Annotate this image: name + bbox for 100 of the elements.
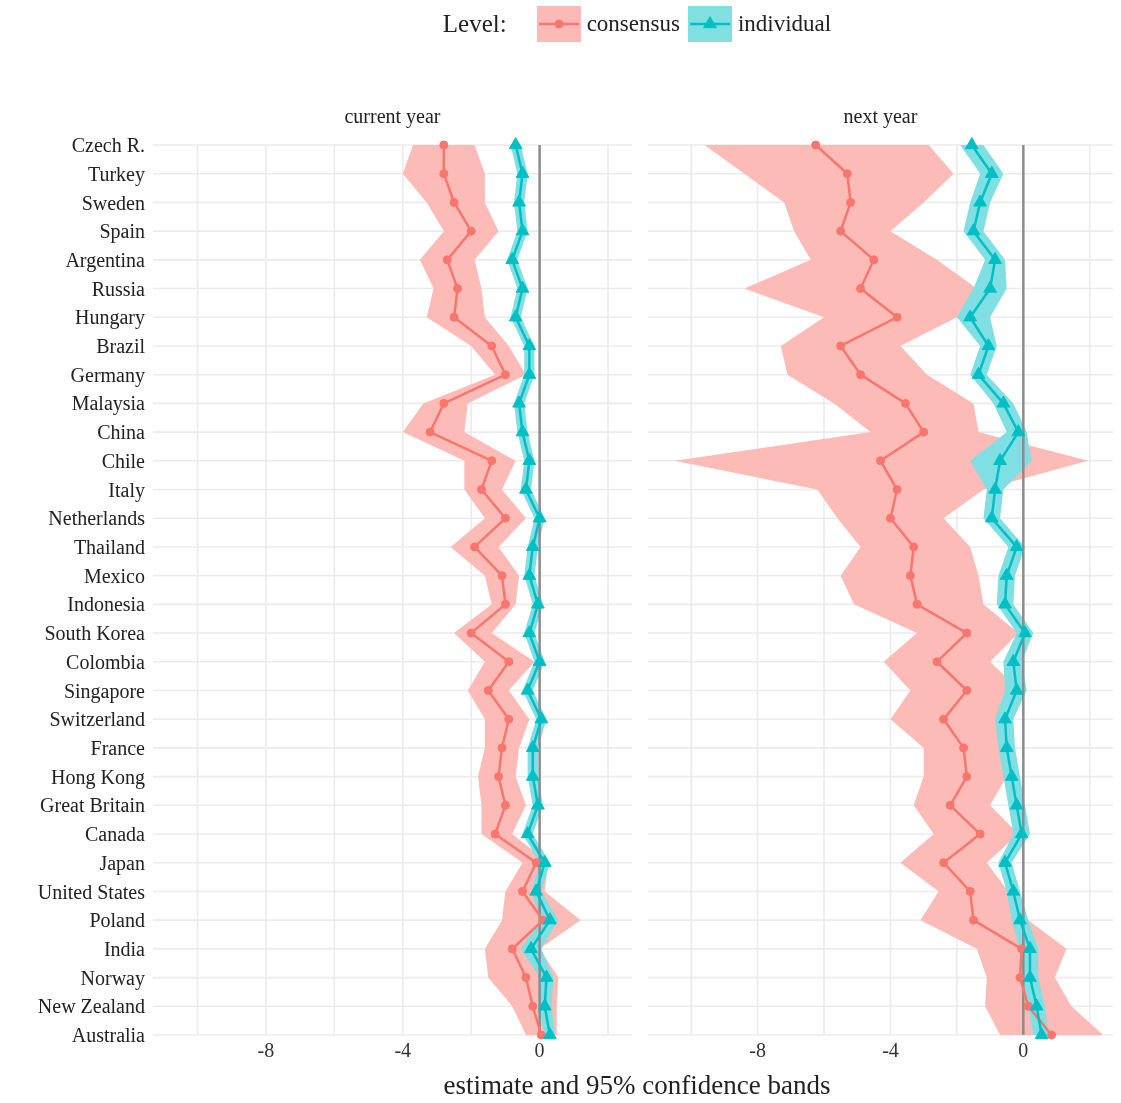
point	[449, 312, 459, 322]
point	[520, 826, 535, 839]
point	[425, 427, 435, 437]
point	[996, 395, 1011, 408]
point	[836, 341, 846, 351]
point	[466, 628, 476, 638]
point	[962, 685, 972, 695]
point	[531, 858, 541, 868]
point	[531, 596, 545, 609]
point	[983, 280, 997, 293]
x-tick-label: 0	[1018, 1039, 1029, 1062]
point	[522, 338, 537, 351]
x-axis-title: estimate and 95% confidence bands	[442, 1070, 832, 1101]
point	[981, 338, 996, 351]
point	[962, 772, 972, 782]
point	[529, 883, 544, 896]
point	[518, 886, 528, 896]
point	[912, 599, 922, 609]
point	[1017, 944, 1027, 954]
point	[971, 366, 986, 379]
point	[1014, 826, 1029, 839]
point	[508, 309, 523, 322]
point	[520, 682, 535, 695]
y-tick-label: Thailand	[73, 536, 145, 559]
point	[539, 969, 554, 982]
y-tick-label: Argentina	[65, 248, 146, 272]
point	[945, 800, 955, 810]
point	[892, 312, 902, 322]
legend-title: Level:	[442, 10, 507, 38]
point	[984, 165, 999, 178]
y-tick-label: Chile	[101, 449, 146, 472]
point	[522, 366, 537, 379]
point	[999, 567, 1014, 580]
point	[525, 740, 540, 753]
point	[900, 398, 910, 408]
point	[521, 973, 531, 983]
point	[500, 599, 510, 609]
point	[508, 137, 523, 150]
y-tick-label: Canada	[85, 823, 146, 846]
point	[885, 513, 895, 523]
point	[909, 542, 919, 552]
point	[439, 140, 449, 150]
y-tick-label: Switzerland	[49, 708, 145, 731]
y-tick-label: Colombia	[66, 650, 146, 673]
x-tick-label: -4	[882, 1039, 899, 1062]
point	[487, 341, 497, 351]
point	[519, 481, 533, 494]
point	[1047, 1030, 1057, 1040]
point	[1004, 768, 1019, 781]
y-tick-label: Hong Kong	[51, 765, 145, 789]
point	[497, 743, 507, 753]
point	[483, 685, 493, 695]
point	[515, 223, 530, 236]
point	[999, 740, 1014, 753]
y-tick-label: Germany	[70, 363, 145, 387]
point	[998, 596, 1012, 609]
point	[466, 226, 476, 236]
point	[892, 485, 902, 495]
point	[973, 194, 987, 207]
point	[524, 941, 538, 954]
point	[512, 194, 526, 207]
point	[512, 395, 526, 408]
point	[998, 711, 1012, 724]
y-tick-label: Japan	[99, 851, 145, 875]
point	[959, 743, 969, 753]
point	[442, 255, 452, 265]
point	[975, 829, 985, 839]
point	[869, 255, 879, 265]
point	[534, 711, 549, 724]
point	[993, 452, 1007, 465]
point	[515, 280, 530, 293]
y-tick-label: Turkey	[87, 162, 145, 186]
y-tick-label: South Korea	[44, 622, 146, 645]
x-tick-label: -4	[394, 1039, 412, 1062]
point	[1023, 1001, 1033, 1011]
point	[998, 854, 1012, 867]
point	[1029, 998, 1044, 1011]
point	[939, 714, 949, 724]
x-tick-label: 0	[534, 1039, 545, 1062]
point	[494, 772, 504, 782]
y-tick-label: India	[103, 937, 146, 960]
y-tick-label: Norway	[80, 966, 145, 990]
point	[1009, 797, 1024, 810]
point	[500, 370, 510, 380]
y-tick-label: Italy	[108, 478, 145, 502]
point	[490, 829, 500, 839]
point	[1006, 883, 1021, 896]
point	[856, 284, 866, 294]
point	[932, 657, 942, 667]
point	[876, 456, 885, 466]
y-tick-label: Singapore	[63, 679, 146, 703]
point	[515, 165, 530, 178]
point	[856, 370, 866, 380]
point	[939, 858, 949, 868]
point	[1009, 539, 1024, 552]
y-tick-label: Czech R.	[71, 134, 145, 157]
point	[470, 542, 480, 552]
point	[966, 223, 981, 236]
point	[1011, 424, 1026, 437]
point	[1015, 973, 1025, 983]
